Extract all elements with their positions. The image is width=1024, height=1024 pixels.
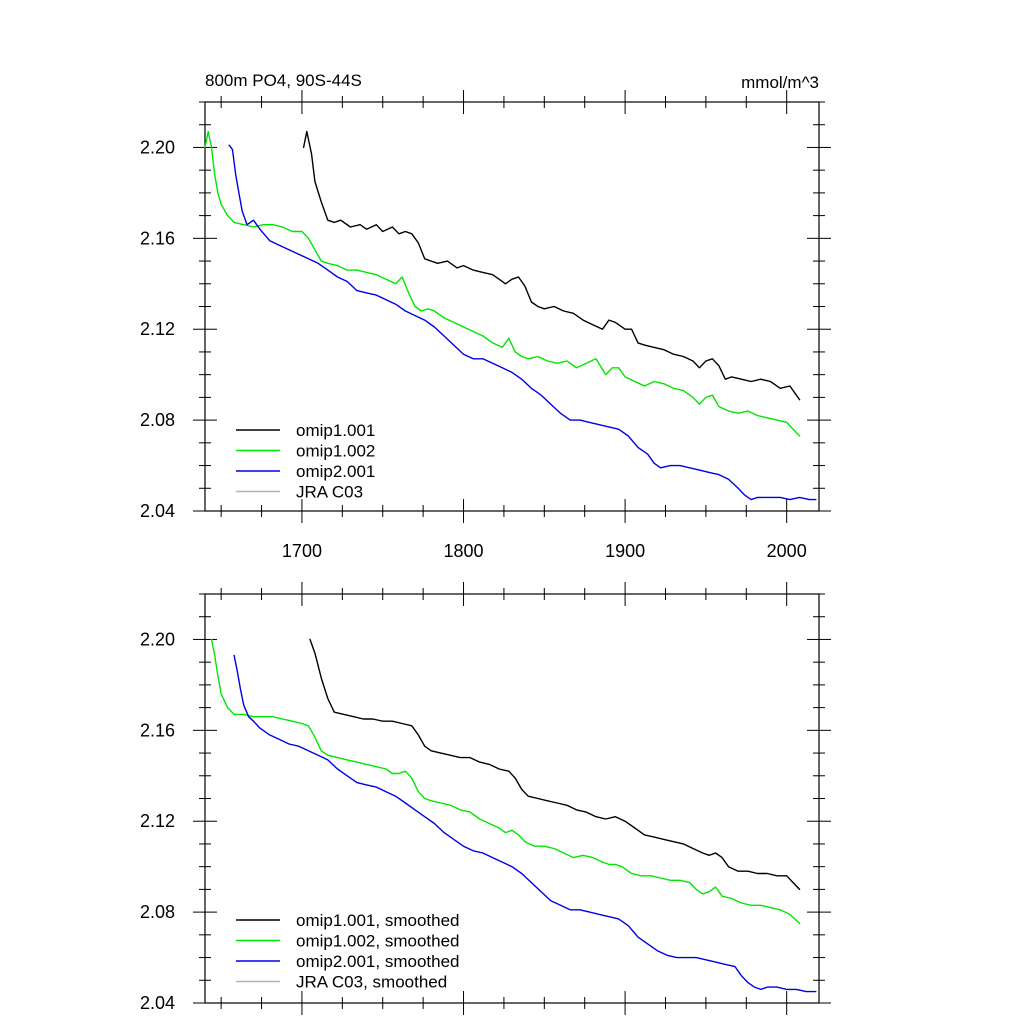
x-tick-label: 1800: [444, 541, 484, 561]
x-tick-label: 1700: [282, 541, 322, 561]
legend-label: omip1.001: [296, 421, 375, 440]
legend-label: omip2.001: [296, 462, 375, 481]
y-tick-label: 2.16: [140, 228, 175, 248]
y-tick-label: 2.08: [140, 410, 175, 430]
series-line-1: [302, 130, 801, 401]
x-tick-label: 2000: [767, 541, 807, 561]
panel-top: 800m PO4, 90S-44S mmol/m^3 2.04 2.08 2.12 2…: [140, 71, 831, 561]
y-tick-label: 2.20: [140, 137, 175, 157]
series-line-1: [309, 638, 801, 891]
legend-label: omip1.001, smoothed: [296, 911, 460, 930]
y-tick-label: 2.12: [140, 811, 175, 831]
chart-title: 800m PO4, 90S-44S: [205, 71, 362, 90]
series-line-3: [228, 144, 817, 501]
legend-label: omip1.002, smoothed: [296, 932, 460, 951]
y-tick-label: 2.04: [140, 501, 175, 521]
panel-bottom: 2.04 2.08 2.12 2.16 2.20 omip1.001, smoothed o…: [140, 582, 831, 1015]
y-tick-label: 2.08: [140, 902, 175, 922]
x-tick-label: 1900: [605, 541, 645, 561]
units-label: mmol/m^3: [741, 73, 819, 92]
legend-label: JRA C03: [296, 483, 363, 502]
legend-label: JRA C03, smoothed: [296, 973, 447, 992]
y-tick-label: 2.16: [140, 720, 175, 740]
y-tick-label: 2.12: [140, 319, 175, 339]
series-line-3: [233, 654, 817, 993]
legend-label: omip1.002: [296, 442, 375, 461]
legend-label: omip2.001, smoothed: [296, 952, 460, 971]
series-line-2: [204, 130, 801, 437]
series-line-2: [210, 638, 801, 925]
y-tick-label: 2.20: [140, 629, 175, 649]
y-tick-label: 2.04: [140, 993, 175, 1013]
